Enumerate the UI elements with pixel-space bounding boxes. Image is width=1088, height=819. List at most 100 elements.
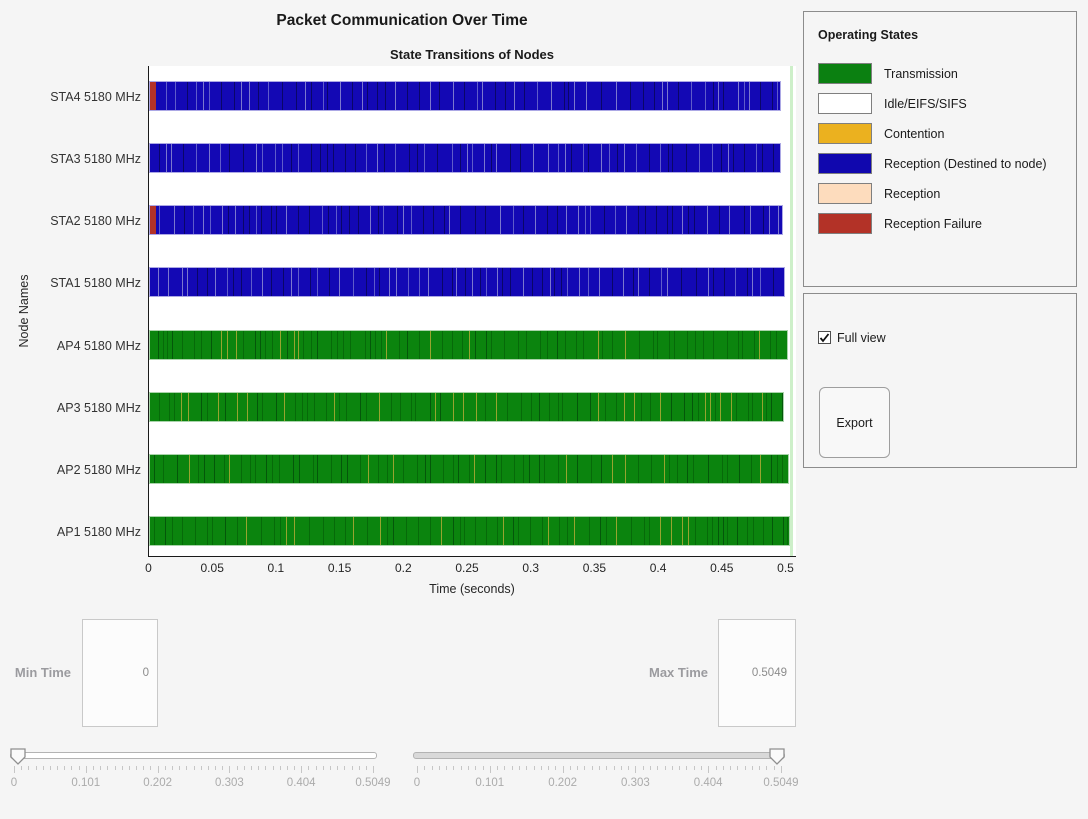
segment-separator xyxy=(575,330,577,359)
slider-tick xyxy=(114,766,116,770)
segment-separator xyxy=(415,392,417,421)
slider-thumb[interactable] xyxy=(10,748,26,765)
slider-tick xyxy=(308,766,310,770)
segment-separator xyxy=(704,82,706,110)
slider-tick-label: 0.5049 xyxy=(763,777,799,789)
segment-separator xyxy=(418,330,420,359)
segment-separator xyxy=(484,144,486,173)
segment-separator xyxy=(407,268,409,297)
segment-separator xyxy=(225,516,226,545)
segment-separator xyxy=(644,206,646,235)
full-view-checkbox[interactable] xyxy=(818,331,831,344)
x-tick-label: 0.15 xyxy=(327,561,352,575)
segment-separator xyxy=(456,268,457,297)
slider-thumb[interactable] xyxy=(769,748,785,765)
segment-separator xyxy=(629,82,631,110)
segment-separator xyxy=(374,330,376,359)
segment-separator xyxy=(786,516,788,545)
segment-separator xyxy=(368,454,370,483)
segment-separator xyxy=(534,206,536,235)
segment-separator xyxy=(722,82,724,110)
max-time-input[interactable]: 0.5049 xyxy=(718,619,796,727)
segment-separator xyxy=(376,144,378,173)
segment-separator xyxy=(692,392,694,421)
segment-separator xyxy=(272,330,273,359)
segment-separator xyxy=(531,268,533,297)
segment-separator xyxy=(460,516,461,545)
segment-separator xyxy=(476,82,478,110)
segment-separator xyxy=(747,392,749,421)
segment-separator xyxy=(374,268,376,297)
segment-separator xyxy=(668,454,670,483)
segment-separator xyxy=(304,82,306,110)
slider-tick xyxy=(504,766,506,770)
segment-separator xyxy=(677,454,679,483)
min-time-input[interactable]: 0 xyxy=(82,619,158,727)
segment-separator xyxy=(600,516,602,545)
slider-tick xyxy=(431,766,433,770)
slider-tick xyxy=(671,766,673,770)
segment-separator xyxy=(468,454,470,483)
slider-tick xyxy=(584,766,586,770)
segment-separator xyxy=(485,330,487,359)
segment-separator xyxy=(637,206,639,235)
segment-separator xyxy=(153,516,155,545)
segment-separator xyxy=(316,454,318,483)
segment-separator xyxy=(653,82,655,110)
segment-separator xyxy=(440,516,442,545)
segment-separator xyxy=(533,144,535,173)
state-bar-sta4 xyxy=(149,81,782,111)
slider-tick xyxy=(773,766,775,770)
segment-separator xyxy=(331,454,333,483)
segment-separator xyxy=(510,144,512,173)
segment-separator xyxy=(602,330,604,359)
segment-separator xyxy=(309,268,311,297)
segment-separator xyxy=(661,82,663,110)
segment-separator xyxy=(709,392,711,421)
slider-tick-label: 0.5049 xyxy=(355,777,391,789)
segment-separator xyxy=(386,330,387,359)
segment-separator xyxy=(703,330,705,359)
segment-separator xyxy=(722,516,724,545)
x-tick-label: 0.25 xyxy=(455,561,479,575)
slider-track[interactable] xyxy=(413,752,785,759)
legend-item: Transmission xyxy=(818,63,1064,84)
segment-separator xyxy=(196,82,198,110)
segment-separator xyxy=(301,392,303,421)
slider-tick-label: 0 xyxy=(10,777,18,789)
segment-separator xyxy=(262,392,263,421)
segment-separator xyxy=(334,392,336,421)
segment-separator xyxy=(663,454,665,483)
segment-separator xyxy=(241,82,243,110)
segment-separator xyxy=(317,330,319,359)
export-button[interactable]: Export xyxy=(819,387,890,458)
segment-separator xyxy=(264,330,266,359)
segment-separator xyxy=(326,82,328,110)
node-label: AP1 5180 MHz xyxy=(56,524,141,539)
segment-separator xyxy=(276,206,278,235)
slider-tick xyxy=(337,766,339,770)
segment-separator xyxy=(209,144,210,173)
segment-separator xyxy=(514,82,516,110)
segment-separator xyxy=(712,268,714,297)
segment-separator xyxy=(275,144,277,173)
segment-separator xyxy=(734,268,736,297)
segment-separator xyxy=(752,392,753,421)
segment-separator xyxy=(530,516,531,545)
segment-separator xyxy=(366,82,368,110)
segment-separator xyxy=(186,82,188,110)
segment-separator xyxy=(563,82,565,110)
segment-separator xyxy=(360,454,361,483)
segment-separator xyxy=(187,392,189,421)
slider-track[interactable] xyxy=(10,752,377,759)
segment-separator xyxy=(659,392,661,421)
segment-separator xyxy=(777,82,779,110)
slider-tick xyxy=(424,766,426,770)
segment-separator xyxy=(500,206,502,235)
segment-separator xyxy=(727,144,729,173)
segment-separator xyxy=(271,206,273,235)
segment-separator xyxy=(467,144,469,173)
segment-separator xyxy=(462,392,464,421)
segment-separator xyxy=(452,82,454,110)
segment-separator xyxy=(183,206,185,235)
